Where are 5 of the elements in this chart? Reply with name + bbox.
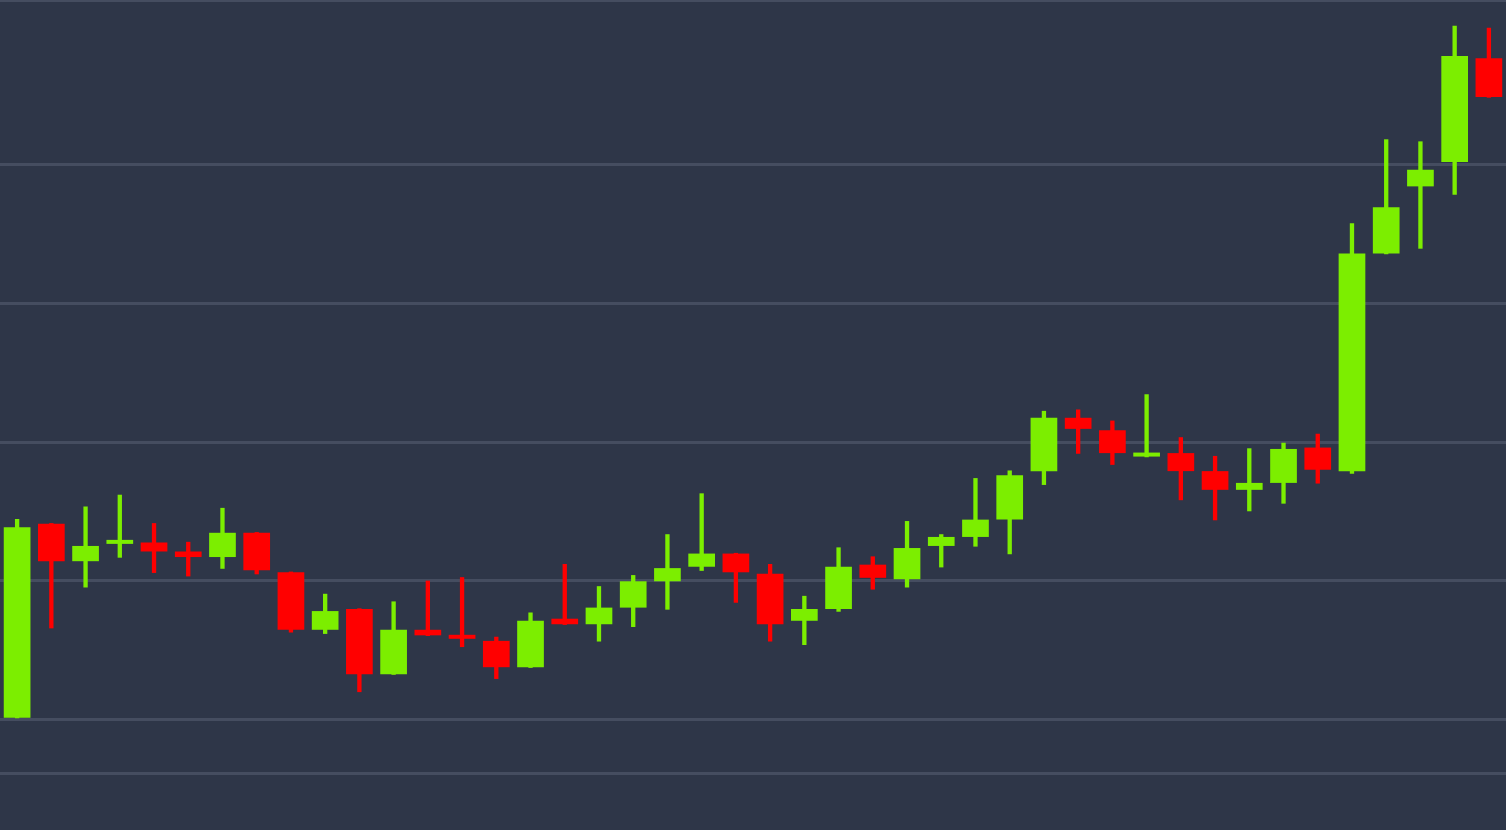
candlestick bbox=[1133, 394, 1160, 458]
candlestick bbox=[1407, 141, 1434, 249]
candlestick bbox=[688, 493, 716, 571]
candlestick bbox=[654, 534, 681, 610]
candlestick bbox=[72, 506, 99, 588]
